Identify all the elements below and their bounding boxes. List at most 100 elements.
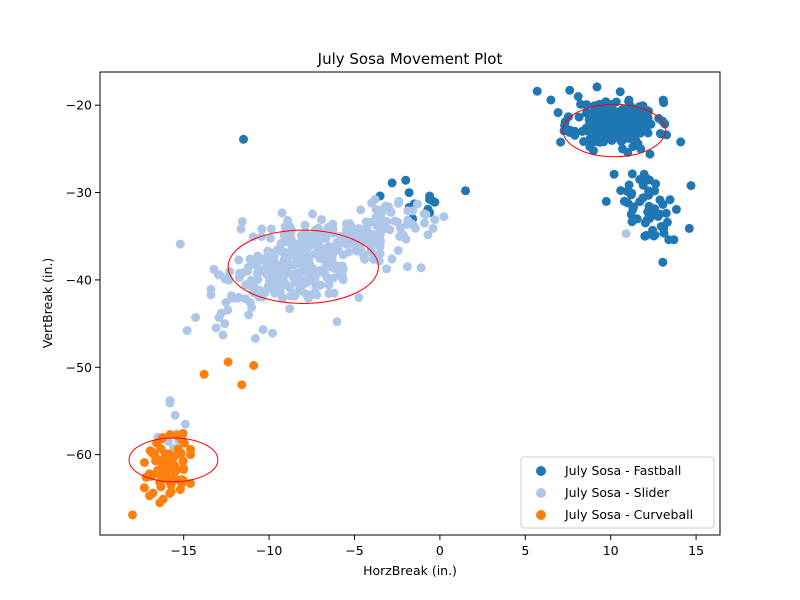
point-slider xyxy=(324,288,334,298)
point-slider xyxy=(385,225,395,235)
point-slider xyxy=(220,319,230,329)
point-fastball xyxy=(684,223,694,233)
point-slider xyxy=(253,274,263,284)
y-axis-ticks: −20 −30 −40 −50 −60 xyxy=(66,98,100,462)
point-slider xyxy=(218,330,228,340)
point-curveball xyxy=(148,488,158,498)
point-slider xyxy=(248,232,258,242)
point-slider xyxy=(311,283,321,293)
point-fastball xyxy=(676,137,686,147)
point-fastball xyxy=(650,204,660,214)
point-fastball xyxy=(609,169,619,179)
point-slider xyxy=(324,280,334,290)
point-slider xyxy=(390,216,400,226)
point-slider xyxy=(367,198,377,208)
point-slider xyxy=(317,215,326,225)
point-curveball xyxy=(186,444,195,454)
point-fastball xyxy=(642,174,652,184)
point-fastball xyxy=(643,190,653,200)
point-slider xyxy=(361,217,371,227)
point-slider xyxy=(393,246,403,255)
point-slider xyxy=(180,419,190,429)
point-fastball xyxy=(636,128,645,138)
point-slider xyxy=(344,239,354,248)
point-slider xyxy=(420,218,429,228)
point-fastball xyxy=(595,130,605,140)
x-tick-label: 5 xyxy=(521,543,529,558)
point-slider xyxy=(344,247,354,257)
point-slider xyxy=(223,305,233,315)
point-slider xyxy=(387,254,397,264)
point-fastball xyxy=(630,135,640,145)
point-curveball xyxy=(165,430,175,439)
point-fastball xyxy=(653,212,663,221)
point-slider xyxy=(382,217,392,227)
legend-marker-curveball xyxy=(536,510,546,520)
point-slider xyxy=(234,255,244,265)
point-fastball xyxy=(645,149,655,159)
point-slider xyxy=(354,293,364,302)
point-fastball xyxy=(627,113,637,123)
legend-label-curveball: July Sosa - Curveball xyxy=(564,507,693,522)
point-slider xyxy=(237,217,247,226)
point-slider xyxy=(175,239,185,249)
point-fastball xyxy=(626,209,636,219)
x-tick-label: −5 xyxy=(345,543,363,558)
point-fastball xyxy=(661,208,671,218)
point-fastball xyxy=(649,231,659,241)
y-tick-label: −50 xyxy=(66,360,92,375)
legend: July Sosa - Fastball July Sosa - Slider … xyxy=(520,456,715,529)
point-slider xyxy=(364,228,373,238)
point-slider xyxy=(244,310,254,320)
chart-title: July Sosa Movement Plot xyxy=(317,50,503,68)
point-curveball xyxy=(148,470,158,480)
point-slider xyxy=(332,317,342,327)
point-slider xyxy=(356,246,366,256)
point-fastball xyxy=(596,109,606,119)
point-fastball xyxy=(662,217,672,227)
point-fastball xyxy=(607,101,617,110)
point-slider xyxy=(329,263,339,273)
point-slider xyxy=(286,225,296,235)
plot-frame xyxy=(99,71,721,536)
point-fastball xyxy=(592,82,602,92)
point-slider xyxy=(277,292,287,302)
point-slider xyxy=(376,208,386,218)
point-fastball xyxy=(635,175,645,184)
legend-marker-slider xyxy=(536,488,546,498)
point-fastball xyxy=(556,137,566,147)
point-fastball xyxy=(658,257,668,267)
y-tick-label: −30 xyxy=(66,185,92,200)
point-curveball xyxy=(175,485,185,495)
point-curveball xyxy=(166,461,176,471)
y-tick-label: −40 xyxy=(66,272,92,287)
point-fastball xyxy=(546,95,556,105)
y-tick-label: −20 xyxy=(66,98,92,113)
cluster-ellipse xyxy=(562,103,666,158)
point-slider xyxy=(226,291,236,301)
legend-marker-fastball xyxy=(536,466,546,476)
x-tick-label: 10 xyxy=(603,543,619,558)
point-fastball xyxy=(387,178,397,188)
point-fastball xyxy=(560,120,570,130)
point-slider xyxy=(332,237,342,247)
point-slider xyxy=(264,279,274,289)
point-slider xyxy=(295,283,305,293)
cluster-ellipse xyxy=(128,437,219,483)
point-fastball xyxy=(563,112,573,122)
point-fastball xyxy=(401,175,411,185)
point-slider xyxy=(256,287,266,297)
point-slider xyxy=(402,262,412,272)
point-slider xyxy=(268,328,277,338)
point-slider xyxy=(308,266,317,276)
point-slider xyxy=(268,273,278,283)
point-slider xyxy=(285,304,295,314)
point-fastball xyxy=(664,235,674,245)
point-fastball xyxy=(651,179,661,189)
point-curveball xyxy=(179,465,189,474)
point-slider xyxy=(338,231,348,241)
point-fastball xyxy=(622,186,632,196)
point-slider xyxy=(309,239,318,249)
cluster-ellipse xyxy=(227,229,379,305)
point-slider xyxy=(410,223,420,233)
